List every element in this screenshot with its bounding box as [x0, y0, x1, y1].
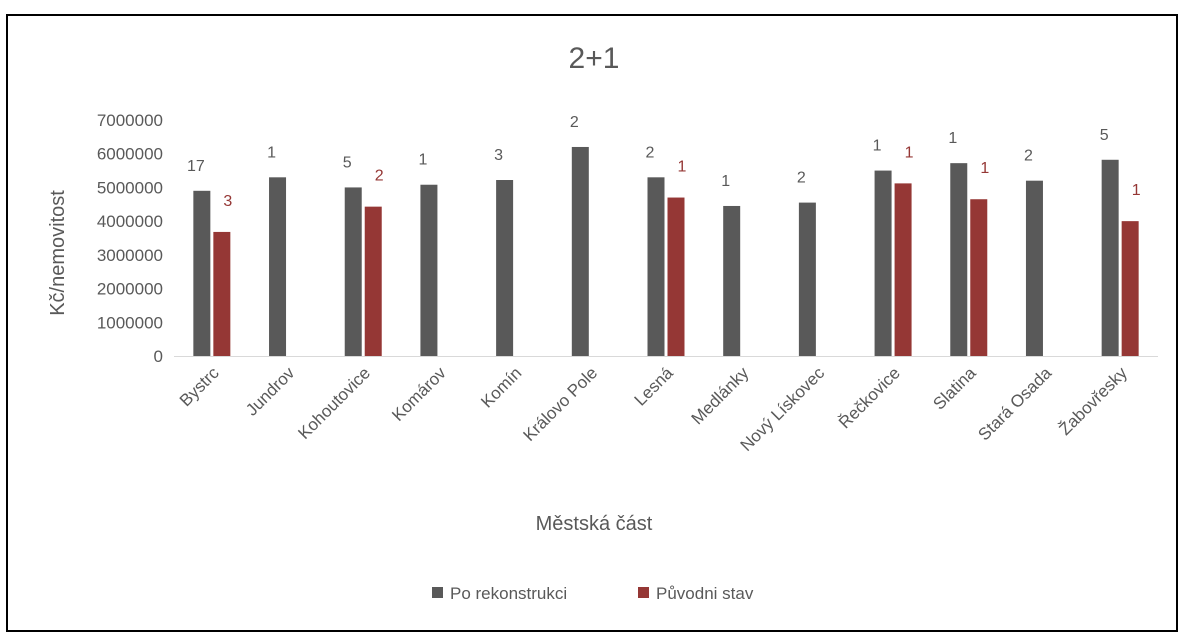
y-tick-label: 2000000 — [97, 280, 163, 299]
bar — [723, 205, 741, 356]
bar — [647, 177, 665, 356]
legend-swatch — [432, 587, 443, 598]
y-tick-label: 7000000 — [97, 111, 163, 130]
category-label: Slatina — [929, 363, 980, 414]
category-label: Bystrc — [176, 363, 223, 410]
data-label: 1 — [873, 138, 882, 155]
bars — [193, 146, 1139, 356]
bar — [874, 170, 892, 356]
category-label: Řečkovice — [835, 363, 904, 432]
data-label: 17 — [187, 158, 205, 175]
category-label: Žabovřesky — [1055, 363, 1131, 439]
data-label: 2 — [1024, 148, 1033, 165]
category-label: Lesná — [631, 363, 678, 410]
bar — [420, 184, 438, 356]
category-label: Komárov — [388, 363, 450, 425]
chart-frame: 2+1 Kč/nemovitost Městská část 0 1000000 2… — [6, 14, 1178, 632]
y-tick-label: 5000000 — [97, 178, 163, 197]
bar — [894, 183, 912, 356]
legend-label: Po rekonstrukci — [450, 584, 567, 603]
data-label: 2 — [797, 170, 806, 187]
y-axis-title: Kč/nemovitost — [47, 190, 69, 316]
data-label: 1 — [905, 144, 914, 161]
bar — [667, 197, 685, 356]
data-label: 1 — [721, 173, 730, 190]
data-label: 1 — [418, 152, 427, 169]
category-label: Komín — [477, 363, 525, 411]
data-label: 3 — [223, 193, 232, 210]
bar — [1101, 159, 1119, 356]
data-label: 2 — [646, 144, 655, 161]
data-label: 1 — [678, 159, 687, 176]
bar — [193, 190, 211, 356]
data-label: 3 — [494, 147, 503, 164]
data-label: 1 — [980, 160, 989, 177]
data-label: 2 — [375, 168, 384, 185]
bar — [364, 206, 382, 356]
y-tick-label: 4000000 — [97, 212, 163, 231]
category-label: Kohoutovice — [294, 363, 374, 443]
y-axis-ticks: 0 1000000 2000000 3000000 4000000 5000000 6000… — [97, 111, 163, 366]
bar — [1121, 221, 1139, 356]
bar-chart: 2+1 Kč/nemovitost Městská část 0 1000000 2… — [47, 42, 1158, 603]
chart-title: 2+1 — [569, 42, 620, 75]
y-tick-label: 3000000 — [97, 246, 163, 265]
bar — [950, 163, 968, 356]
bar — [344, 187, 362, 356]
category-label: Jundrov — [242, 363, 299, 420]
y-tick-label: 1000000 — [97, 313, 163, 332]
data-label: 1 — [1132, 182, 1141, 199]
bar — [269, 177, 287, 356]
bar — [496, 180, 514, 356]
data-label: 1 — [267, 144, 276, 161]
x-axis-title: Městská část — [536, 513, 653, 535]
legend-swatch — [638, 587, 649, 598]
category-label: Královo Pole — [520, 363, 602, 445]
y-tick-label: 6000000 — [97, 145, 163, 164]
y-tick-label: 0 — [154, 347, 163, 366]
bar — [571, 146, 589, 356]
bar — [1025, 180, 1043, 356]
category-label: Medlánky — [688, 363, 753, 428]
category-label: Stará Osada — [974, 363, 1055, 444]
legend: Po rekonstrukci Původni stav — [432, 584, 754, 603]
bar — [970, 199, 988, 356]
bar — [213, 231, 231, 356]
data-labels: 17 3 1 5 2 1 3 2 2 1 1 2 1 1 1 1 2 5 1 — [187, 114, 1141, 210]
data-label: 5 — [1100, 127, 1109, 144]
bar — [798, 202, 816, 356]
data-label: 1 — [948, 130, 957, 147]
legend-label: Původni stav — [656, 584, 754, 603]
data-label: 5 — [343, 154, 352, 171]
data-label: 2 — [570, 114, 579, 131]
